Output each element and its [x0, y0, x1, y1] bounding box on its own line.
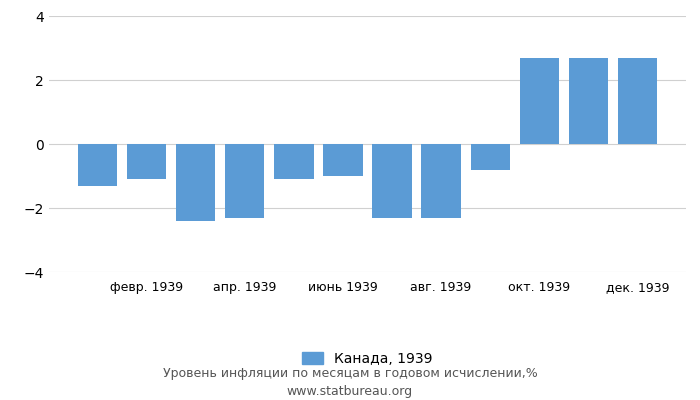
- Legend: Канада, 1939: Канада, 1939: [295, 345, 440, 372]
- Bar: [618, 58, 657, 144]
- Bar: [274, 144, 314, 179]
- Bar: [78, 144, 117, 186]
- Bar: [127, 144, 167, 179]
- Bar: [372, 144, 412, 218]
- Bar: [519, 58, 559, 144]
- Text: Уровень инфляции по месяцам в годовом исчислении,%: Уровень инфляции по месяцам в годовом ис…: [162, 368, 538, 380]
- Bar: [568, 58, 608, 144]
- Bar: [421, 144, 461, 218]
- Text: www.statbureau.org: www.statbureau.org: [287, 386, 413, 398]
- Bar: [225, 144, 265, 218]
- Bar: [470, 144, 510, 170]
- Bar: [323, 144, 363, 176]
- Bar: [176, 144, 216, 221]
